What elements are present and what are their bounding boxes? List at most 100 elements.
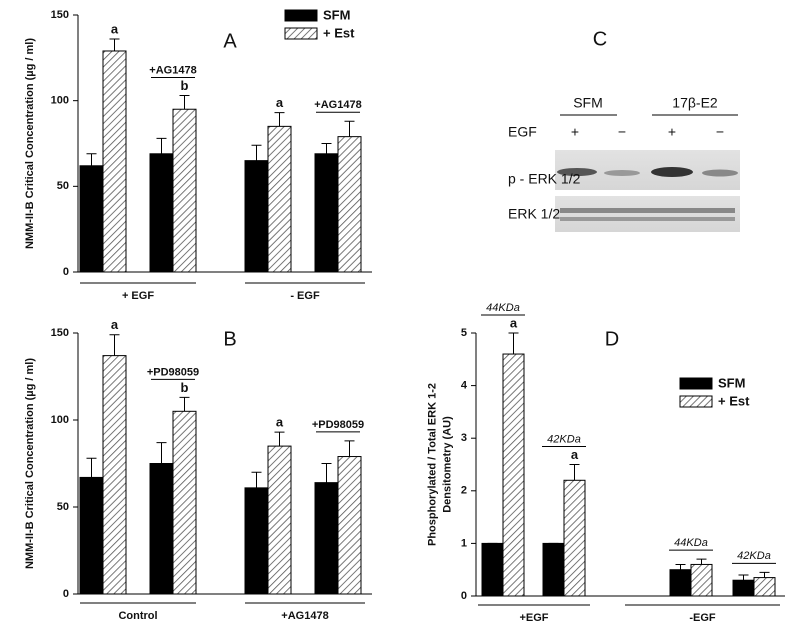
bar [542,542,565,597]
y-tick-label: 150 [51,9,69,21]
error-bar [274,112,285,127]
bar [314,482,339,595]
bar [669,569,692,597]
significance-letter: a [276,415,284,430]
bar [690,563,713,597]
y-tick-label: 0 [63,266,69,278]
legend-swatch [679,395,713,408]
group-label: +EGF [519,612,548,624]
error-bar [179,396,190,412]
y-tick-label: 5 [461,327,467,339]
y-tick-label: 4 [461,380,468,392]
band [651,167,693,177]
error-bar [569,464,580,481]
legend-swatch [284,27,318,40]
bar [267,125,292,273]
y-tick-label: 0 [63,588,69,600]
significance-letter: a [111,317,119,332]
error-bar [759,571,770,578]
bar [172,410,197,595]
group-label: - EGF [290,290,320,302]
band [702,169,738,177]
significance-letter: a [571,447,579,462]
error-bar [109,38,120,51]
y-axis-label: NMM-II-B Critical Concentration (µg / ml… [24,38,36,249]
lane-label: − [618,124,626,140]
bar [337,136,362,273]
row-label: ERK 1/2 [508,206,560,222]
y-axis-label: NMM-II-B Critical Concentration (µg / ml… [24,358,36,569]
pair-label: 42KDa [547,433,581,445]
pair-label: 44KDa [486,302,520,314]
panel-letter: C [593,28,607,50]
error-bar [156,442,167,464]
pair-label: 42KDa [737,550,771,562]
row-header: EGF [508,124,537,140]
error-bar [508,332,519,355]
significance-letter: a [510,315,518,330]
panel-letter: B [223,328,236,350]
bar [102,355,127,595]
bar [102,50,127,273]
panel-letter: A [223,30,237,52]
y-tick-label: 3 [461,432,467,444]
legend-label: SFM [718,375,745,390]
error-bar [86,457,97,478]
legend-swatch [679,377,713,390]
bar [244,487,269,595]
significance-letter: a [276,95,284,110]
y-tick-label: 50 [57,180,69,192]
blot-panel: C SFM 17β-E2 EGF + − + − p - ERK 1/2 ERK… [508,28,740,232]
pair-label: +PD98059 [147,366,199,378]
error-bar [675,563,686,570]
significance-letter: a [111,21,119,36]
pair-label: 44KDa [674,537,708,549]
y-tick-label: 50 [57,501,69,513]
legend-label: + Est [323,25,355,40]
legend-swatch [284,9,318,22]
significance-letter: b [181,380,189,395]
blot-group: SFM [573,95,603,111]
error-bar [86,153,97,166]
y-axis-label: Phosphorylated / Total ERK 1-2 [426,383,438,546]
lane-label: − [716,124,724,140]
bar [149,463,174,595]
legend-label: SFM [323,7,350,22]
error-bar [109,334,120,356]
bar [172,108,197,273]
bar [267,445,292,595]
error-bar [274,431,285,447]
error-bar [321,143,332,154]
error-bar [738,574,749,581]
row-label: p - ERK 1/2 [508,171,581,187]
lane-label: + [668,124,676,140]
error-bar [344,440,355,457]
bar [149,153,174,273]
band [557,168,597,176]
error-bar [251,471,262,488]
error-bar [179,95,190,110]
error-bar [251,144,262,161]
group-label: Control [118,610,157,622]
y-axis-label: Densitometry (AU) [441,416,453,513]
y-tick-label: 100 [51,414,69,426]
group-label: + EGF [122,290,154,302]
bar [79,476,104,595]
bar [502,353,525,597]
bar [79,165,104,273]
y-tick-label: 2 [461,485,467,497]
blot-strip [555,196,740,232]
bar [244,160,269,273]
bar [314,153,339,273]
legend-label: + Est [718,393,750,408]
pair-label: +AG1478 [314,99,361,111]
y-tick-label: 150 [51,327,69,339]
band [604,170,640,176]
lane-label: + [571,124,579,140]
band [560,217,735,221]
pair-label: +PD98059 [312,419,364,431]
error-bar [156,137,167,154]
panel-letter: D [605,328,619,350]
group-label: +AG1478 [281,610,328,622]
y-tick-label: 1 [461,537,467,549]
